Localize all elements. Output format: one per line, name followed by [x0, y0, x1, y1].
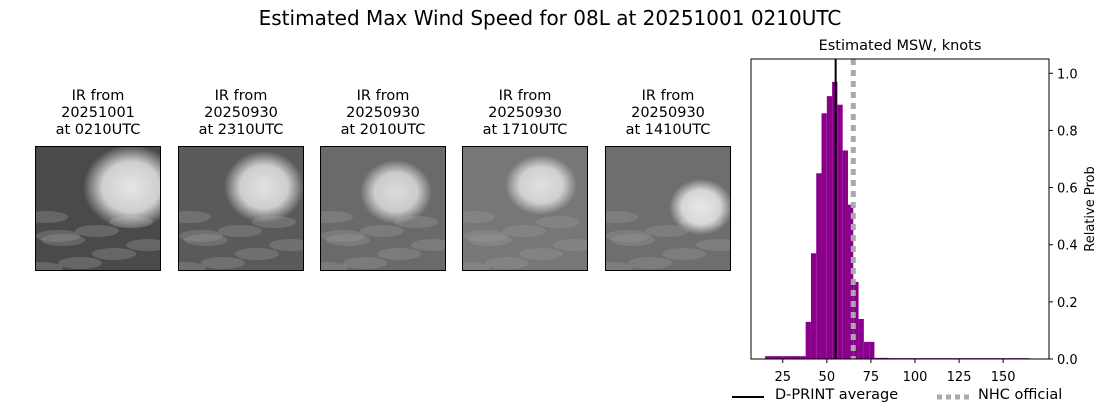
histogram-bar: [869, 341, 875, 359]
histogram-bar: [863, 341, 870, 359]
histogram-bar: [842, 150, 848, 359]
ir-panel: IR from 20251001 at 0210UTC: [35, 88, 161, 271]
x-tick-label: 25: [774, 370, 791, 385]
histogram-bar: [874, 357, 889, 359]
y-tick-label: 0.0: [1057, 353, 1078, 368]
histogram-bar: [858, 319, 864, 359]
ir-panel-caption: IR from 20250930 at 2010UTC: [340, 88, 426, 138]
ir-panel-caption: IR from 20250930 at 2310UTC: [198, 88, 284, 138]
legend-label-dprint: D-PRINT average: [775, 387, 899, 403]
y-tick-label: 0.6: [1057, 182, 1078, 197]
histogram-bar: [800, 356, 806, 359]
ir-panel: IR from 20250930 at 2310UTC: [178, 88, 304, 271]
ir-panel: IR from 20250930 at 2010UTC: [320, 88, 446, 271]
y-tick-label: 0.4: [1057, 239, 1078, 254]
histogram-bar: [782, 356, 792, 359]
chart-title: Estimated MSW, knots: [819, 38, 982, 54]
histogram-bar: [810, 253, 817, 359]
ir-satellite-image: [35, 146, 161, 271]
ir-panel-caption: IR from 20250930 at 1710UTC: [482, 88, 568, 138]
histogram-bar: [853, 281, 859, 359]
legend-label-nhc: NHC official: [978, 387, 1063, 403]
histogram-bar: [805, 321, 811, 359]
y-tick-label: 0.8: [1057, 124, 1078, 139]
histogram-bar: [816, 173, 822, 359]
x-tick-label: 150: [991, 370, 1016, 385]
histogram-bar: [791, 356, 801, 359]
x-tick-label: 100: [903, 370, 928, 385]
ir-satellite-image: [462, 146, 588, 271]
y-tick-label: 1.0: [1057, 67, 1078, 82]
legend-solid-line-icon: [732, 396, 764, 398]
ir-panel: IR from 20250930 at 1710UTC: [462, 88, 588, 271]
ir-satellite-image: [178, 146, 304, 271]
chart-legend: D-PRINT average NHC official: [730, 386, 1090, 408]
ir-panel: IR from 20250930 at 1410UTC: [605, 88, 731, 271]
ir-panel-caption: IR from 20251001 at 0210UTC: [55, 88, 141, 138]
histogram-bar: [765, 356, 774, 359]
x-tick-label: 75: [863, 370, 880, 385]
histogram-bar: [821, 113, 827, 360]
legend-dotted-line-icon: [937, 394, 969, 400]
histogram-bar: [773, 356, 783, 359]
histogram-bar: [826, 96, 833, 360]
histogram-bar: [847, 204, 854, 359]
x-tick-label: 50: [819, 370, 836, 385]
plot-frame: [750, 58, 1050, 360]
y-axis-label: Relative Prob: [1083, 166, 1098, 251]
ir-panel-caption: IR from 20250930 at 1410UTC: [625, 88, 711, 138]
y-tick-label: 0.2: [1057, 296, 1078, 311]
ir-satellite-image: [605, 146, 731, 271]
x-tick-label: 125: [947, 370, 972, 385]
ir-satellite-image: [320, 146, 446, 271]
histogram-bar: [837, 104, 843, 359]
figure-title: Estimated Max Wind Speed for 08L at 2025…: [258, 6, 842, 30]
